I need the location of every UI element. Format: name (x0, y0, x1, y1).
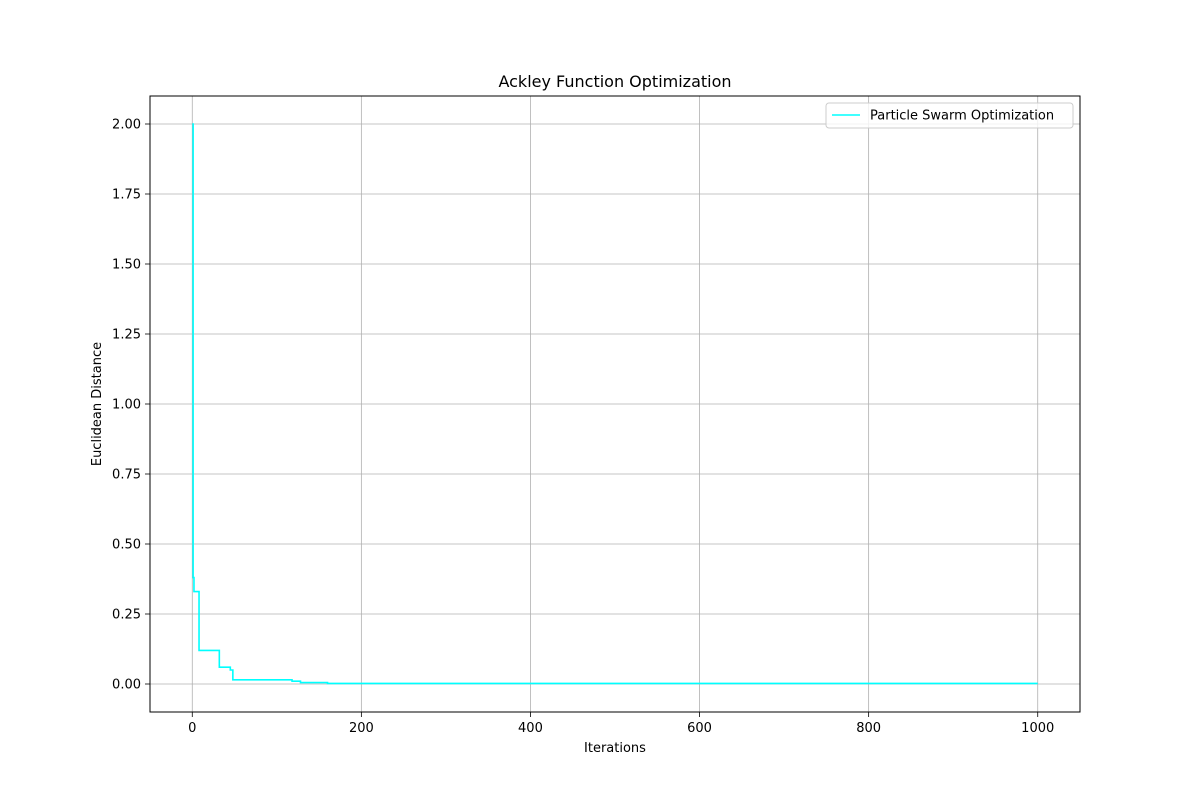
legend-box (825, 102, 1074, 129)
x-tick-label: 0 (188, 721, 196, 736)
x-tick-label: 1000 (1021, 721, 1054, 736)
x-tick-label: 600 (687, 721, 712, 736)
x-axis-label: Iterations (584, 741, 646, 756)
legend: Particle Swarm Optimization (825, 102, 1074, 129)
x-tick-label: 200 (349, 721, 374, 736)
y-tick-label: 0.00 (112, 678, 141, 693)
grid (150, 96, 1080, 712)
y-tick-label: 0.75 (112, 468, 141, 483)
y-tick-label: 2.00 (112, 118, 141, 133)
y-tick-label: 1.75 (112, 188, 141, 203)
series-line (192, 123, 1038, 685)
x-tick-label: 800 (856, 721, 881, 736)
y-tick-label: 1.25 (112, 328, 141, 343)
legend-label: Particle Swarm Optimization (870, 109, 1054, 124)
y-axis-label: Euclidean Distance (90, 342, 105, 466)
series-layer (192, 123, 1038, 685)
y-axis: 0.00 0.25 0.50 0.75 1.00 1.25 1.50 1.75 2.00 (112, 118, 150, 693)
y-tick-label: 1.50 (112, 258, 141, 273)
x-axis: 0 200 400 600 800 1000 (188, 712, 1054, 736)
y-tick-label: 0.50 (112, 538, 141, 553)
chart-title: Ackley Function Optimization (498, 72, 731, 91)
y-tick-label: 1.00 (112, 398, 141, 413)
x-tick-label: 400 (518, 721, 543, 736)
y-tick-label: 0.25 (112, 608, 141, 623)
